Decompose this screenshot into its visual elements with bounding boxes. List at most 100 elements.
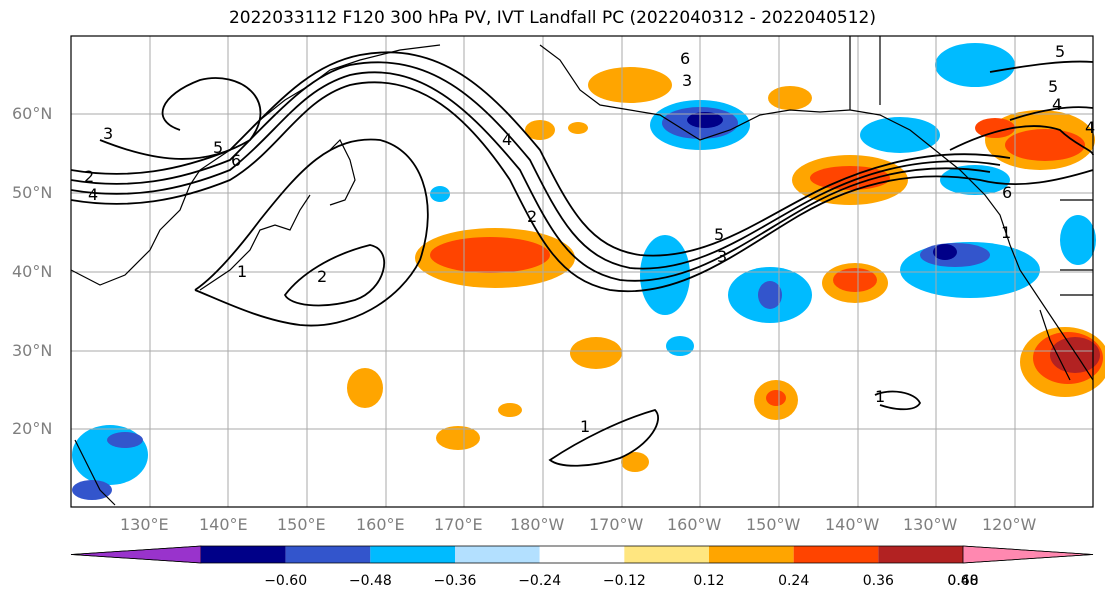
pv-contour-8 bbox=[548, 408, 659, 467]
colorbar-segment bbox=[793, 546, 879, 563]
borders bbox=[849, 36, 1093, 296]
contour-label: 1 bbox=[1001, 223, 1011, 242]
contour-label: 1 bbox=[580, 417, 590, 436]
pv-contours bbox=[70, 51, 1094, 467]
colorbar-segment bbox=[370, 546, 455, 563]
sakhalin-coast bbox=[329, 138, 356, 206]
pos-anomaly-bering bbox=[588, 67, 672, 103]
pos-anomaly-sub3 bbox=[347, 368, 383, 408]
lat-label: 40°N bbox=[12, 262, 53, 281]
contour-label: 2 bbox=[84, 167, 94, 186]
neg-anomaly-gulf-center bbox=[687, 112, 723, 128]
pv-contour-6 bbox=[283, 244, 386, 307]
colorbar-tick-label: −0.36 bbox=[433, 573, 477, 589]
lat-label: 30°N bbox=[12, 341, 53, 360]
coastlines bbox=[70, 36, 1094, 506]
baja-coast bbox=[1039, 309, 1071, 381]
pv-contour-2 bbox=[70, 71, 991, 282]
colorbar-segment bbox=[709, 546, 794, 563]
lon-label: 180°W bbox=[510, 515, 565, 534]
alaska-coast bbox=[539, 44, 851, 141]
colorbar-tick-label: −0.24 bbox=[518, 573, 562, 589]
pos-anomaly-sub5 bbox=[436, 426, 480, 450]
neg-anomaly-west-coast-center bbox=[933, 244, 957, 260]
colorbar-extend-right bbox=[962, 545, 1094, 564]
map-border bbox=[70, 35, 1094, 508]
colorbar-tick-label: −0.12 bbox=[602, 573, 646, 589]
neg-anomaly-bc bbox=[860, 117, 940, 153]
neg-anomaly-subtropic2-core bbox=[758, 281, 782, 309]
contour-label: 6 bbox=[231, 151, 241, 170]
colorbar-tick-label: 0.24 bbox=[778, 573, 810, 589]
pv-contour-10 bbox=[1009, 106, 1094, 121]
colorbar-tick-label: −0.48 bbox=[348, 573, 392, 589]
lon-label: 160°W bbox=[667, 515, 722, 534]
neg-anomaly-small bbox=[666, 336, 694, 356]
contour-label: 4 bbox=[1085, 118, 1095, 137]
pos-anomaly-ak bbox=[768, 86, 812, 110]
pv-contour-9 bbox=[874, 390, 922, 411]
colorbar-tick-label: −0.60 bbox=[264, 573, 308, 589]
pos-anomaly-sub7 bbox=[621, 452, 649, 472]
lon-label: 170°W bbox=[589, 515, 644, 534]
colorbar-segment bbox=[455, 546, 540, 563]
neg-anomaly-subtropic bbox=[640, 235, 690, 315]
colorbar-segment bbox=[878, 546, 963, 563]
na-west-coast bbox=[849, 109, 1094, 381]
colorbar-segment bbox=[201, 546, 286, 563]
pv-contour-1 bbox=[70, 81, 1094, 293]
pos-anomaly-small2 bbox=[568, 122, 588, 134]
contour-label: 6 bbox=[680, 49, 690, 68]
map-title: 2022033112 F120 300 hPa PV, IVT Landfall… bbox=[228, 8, 876, 28]
neg-anomaly-north bbox=[935, 43, 1015, 87]
philippines-coast bbox=[74, 439, 116, 506]
contour-label: 3 bbox=[682, 71, 692, 90]
contour-label: 5 bbox=[1048, 77, 1058, 96]
pos-anomaly-sub6 bbox=[498, 403, 522, 417]
contour-labels: 3 5 4 2 1 2 4 2 5 3 1 6 3 5 4 6 5 4 1 1 … bbox=[84, 42, 1095, 436]
lon-label: 160°E bbox=[356, 515, 405, 534]
lon-label: 170°E bbox=[434, 515, 483, 534]
contour-label: 5 bbox=[1055, 42, 1065, 61]
pos-anomaly-canada-west bbox=[975, 118, 1015, 138]
lon-label: 150°W bbox=[746, 515, 801, 534]
lon-label: 120°W bbox=[982, 515, 1037, 534]
pos-anomaly-canada-core bbox=[1005, 129, 1085, 161]
contour-label: 1 bbox=[237, 262, 247, 281]
lon-label: 130°W bbox=[903, 515, 958, 534]
colorbar-segment bbox=[624, 546, 709, 563]
pos-anomaly-sub2 bbox=[570, 337, 622, 369]
pv-contour-12 bbox=[949, 125, 1094, 156]
colorbar-extend-left bbox=[70, 545, 202, 564]
contour-label: 2 bbox=[527, 207, 537, 226]
colorbar-segment bbox=[539, 546, 625, 563]
neg-anomaly-sw-core2 bbox=[72, 480, 112, 500]
lat-label: 20°N bbox=[12, 419, 53, 438]
colorbar-tick-label: 0.48 bbox=[947, 573, 979, 589]
lat-label: 60°N bbox=[12, 104, 53, 123]
pv-contour-11 bbox=[989, 60, 1094, 73]
pos-anomaly-central-core bbox=[430, 237, 550, 273]
lon-label: 150°E bbox=[277, 515, 326, 534]
lon-label: 130°E bbox=[120, 515, 169, 534]
neg-anomaly-east-edge bbox=[1060, 215, 1096, 265]
pv-contour-5 bbox=[99, 77, 262, 160]
contour-label: 5 bbox=[213, 138, 223, 157]
asia-coast bbox=[70, 44, 441, 286]
pos-anomaly-sub4-core bbox=[766, 390, 786, 406]
gridlines bbox=[71, 36, 1093, 507]
contour-label: 6 bbox=[1002, 183, 1012, 202]
neg-anomaly-sw-core bbox=[107, 432, 143, 448]
contour-label: 2 bbox=[317, 267, 327, 286]
contour-label: 4 bbox=[88, 185, 98, 204]
lat-label: 50°N bbox=[12, 183, 53, 202]
pv-contour-3 bbox=[70, 61, 1001, 270]
lon-label: 140°E bbox=[199, 515, 248, 534]
colorbar-tick-label: 0.12 bbox=[693, 573, 725, 589]
colorbar bbox=[70, 545, 1094, 564]
contour-label: 3 bbox=[103, 124, 113, 143]
colorbar-segment bbox=[285, 546, 371, 563]
contour-label: 4 bbox=[1052, 95, 1062, 114]
pos-anomaly-small1 bbox=[525, 120, 555, 140]
contour-label: 5 bbox=[714, 225, 724, 244]
